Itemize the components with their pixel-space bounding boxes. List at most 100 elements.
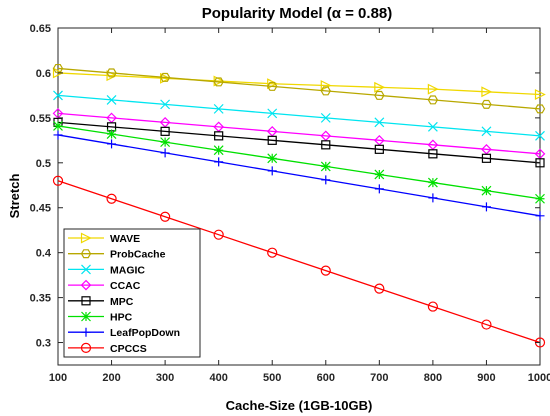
data-point-hpc: [374, 169, 385, 180]
series-cpccs: [52, 175, 546, 348]
series-layer: [52, 63, 546, 348]
data-point-leafpopdown: [214, 157, 224, 167]
data-point-cpccs: [106, 193, 117, 204]
data-point-hpc: [535, 193, 545, 204]
data-point-magic: [374, 117, 385, 128]
x-tick-label: 600: [317, 372, 335, 384]
legend-item-leafpopdown: LeafPopDown: [68, 327, 180, 339]
x-tick-label: 400: [209, 372, 227, 384]
data-point-magic: [267, 108, 278, 119]
legend-item-cpccs: CPCCS: [68, 342, 147, 355]
data-point-leafpopdown: [535, 211, 545, 221]
data-point-mpc: [267, 135, 277, 145]
legend-label: CCAC: [110, 280, 141, 292]
legend-label: ProbCache: [110, 249, 166, 261]
x-tick-label: 1000: [528, 372, 550, 384]
y-tick-label: 0.6: [36, 68, 51, 80]
data-point-wave: [52, 67, 64, 79]
y-tick-label: 0.55: [30, 113, 51, 125]
y-tick-label: 0.3: [36, 338, 51, 350]
series-line-mpc: [57, 121, 541, 164]
data-point-cpccs: [320, 265, 331, 276]
data-point-leafpopdown: [267, 166, 277, 176]
data-point-cpccs: [267, 247, 278, 258]
data-point-mpc: [374, 144, 384, 154]
data-point-probcache: [534, 104, 546, 114]
legend-marker: [80, 232, 92, 244]
data-point-leafpopdown: [321, 175, 331, 185]
series-line-leafpopdown: [57, 134, 541, 217]
data-point-hpc: [213, 145, 224, 156]
chart-title: Popularity Model (α = 0.88): [202, 5, 393, 22]
series-hpc: [53, 121, 545, 204]
data-point-cpccs: [160, 211, 171, 222]
data-point-probcache: [320, 86, 331, 96]
data-point-hpc: [53, 121, 63, 131]
legend: WAVE ProbCache MAGIC CCAC MPC HPC LeafPopDown C…: [63, 228, 201, 358]
x-tick-label: 700: [370, 372, 388, 384]
data-point-magic: [481, 126, 492, 137]
data-point-hpc: [160, 137, 171, 148]
x-tick-label: 500: [263, 372, 281, 384]
legend-item-probcache: ProbCache: [68, 249, 166, 261]
legend-marker: [81, 264, 91, 275]
data-point-leafpopdown: [428, 193, 438, 203]
legend-label: HPC: [110, 312, 133, 324]
legend-marker: [81, 296, 91, 306]
data-point-probcache: [52, 63, 64, 73]
data-point-magic: [320, 112, 331, 123]
data-point-cpccs: [52, 175, 64, 186]
data-point-leafpopdown: [374, 184, 384, 194]
data-point-magic: [106, 94, 117, 105]
legend-item-wave: WAVE: [68, 232, 140, 245]
x-tick-label: 200: [102, 372, 120, 384]
data-point-mpc: [481, 153, 492, 163]
series-line-probcache: [57, 67, 541, 110]
legend-marker: [80, 249, 92, 259]
data-point-mpc: [160, 126, 170, 136]
legend-item-hpc: HPC: [68, 312, 133, 324]
data-point-magic: [427, 121, 438, 132]
y-tick-label: 0.45: [30, 203, 51, 215]
data-point-probcache: [213, 77, 224, 87]
series-ccac: [52, 108, 546, 160]
data-point-hpc: [320, 161, 331, 172]
x-tick-label: 300: [156, 372, 174, 384]
data-point-hpc: [481, 185, 492, 196]
y-tick-label: 0.65: [30, 23, 51, 35]
x-tick-label: 800: [424, 372, 442, 384]
data-point-magic: [160, 99, 171, 110]
legend-label: MPC: [110, 296, 134, 308]
data-point-cpccs: [427, 301, 438, 312]
legend-item-ccac: CCAC: [68, 279, 141, 292]
x-tick-label: 100: [49, 372, 67, 384]
data-point-wave: [427, 83, 439, 95]
legend-marker: [81, 311, 91, 322]
series-line-ccac: [57, 112, 541, 155]
series-probcache: [52, 63, 546, 114]
legend-label: CPCCS: [110, 343, 147, 355]
y-tick-label: 0.5: [36, 158, 51, 170]
data-point-cpccs: [213, 229, 224, 240]
data-point-probcache: [267, 81, 278, 91]
data-point-leafpopdown: [53, 130, 63, 140]
series-line-cpccs: [57, 180, 541, 344]
data-point-probcache: [374, 90, 385, 100]
data-point-magic: [213, 103, 224, 114]
x-axis-label: Cache-Size (1GB-10GB): [226, 398, 373, 413]
series-leafpopdown: [53, 130, 545, 221]
data-point-cpccs: [374, 283, 385, 294]
data-point-probcache: [481, 99, 492, 109]
data-point-mpc: [321, 140, 331, 150]
x-tick-label: 900: [477, 372, 495, 384]
data-point-wave: [374, 81, 386, 93]
data-point-hpc: [106, 129, 117, 139]
legend-item-magic: MAGIC: [68, 264, 145, 276]
data-point-hpc: [427, 177, 438, 188]
legend-marker: [80, 279, 92, 291]
series-line-magic: [57, 94, 541, 137]
data-point-magic: [535, 130, 545, 141]
legend-label: MAGIC: [110, 264, 145, 276]
series-magic: [53, 90, 545, 141]
